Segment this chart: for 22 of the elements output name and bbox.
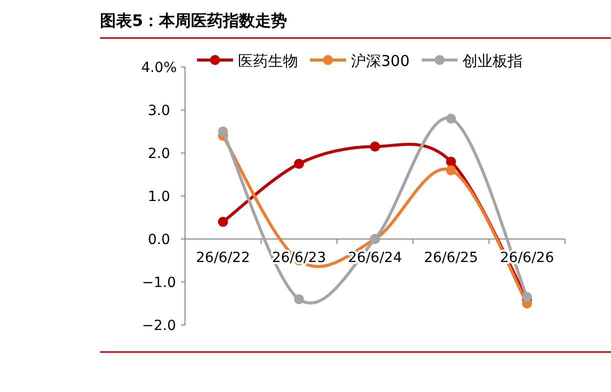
point <box>294 294 304 304</box>
point <box>446 156 456 167</box>
legend-label: 医药生物 <box>238 52 298 70</box>
legend-label: 创业板指 <box>462 52 523 70</box>
point <box>294 158 304 169</box>
point <box>218 126 228 136</box>
y-tick-label: 2.0 <box>148 146 170 162</box>
y-tick-label: −2.0 <box>142 318 176 334</box>
y-tick-label: −1.0 <box>142 275 176 291</box>
x-tick-label: 26/6/22 <box>196 250 250 266</box>
point <box>370 142 380 152</box>
point <box>218 216 228 227</box>
y-tick-label: 1.0 <box>148 189 170 205</box>
point <box>446 114 456 124</box>
y-tick-label: 0.0 <box>148 232 170 248</box>
x-tick-label: 26/6/25 <box>424 250 478 266</box>
legend-label: 沪深300 <box>351 52 410 70</box>
y-tick-label: 3.0 <box>148 103 170 119</box>
chart-title: 图表5：本周医药指数走势 <box>100 11 288 30</box>
point <box>446 165 456 176</box>
x-tick-label: 26/6/24 <box>348 250 402 266</box>
y-tick-label: 4.0% <box>141 60 177 76</box>
